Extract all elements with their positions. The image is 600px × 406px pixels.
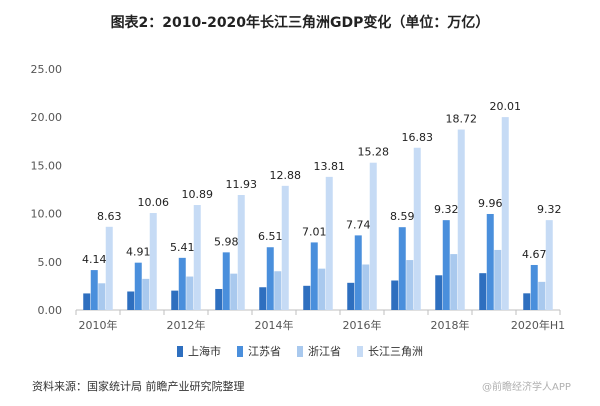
bar	[450, 254, 458, 310]
bar	[230, 273, 238, 310]
bar	[398, 227, 406, 310]
bar	[303, 285, 311, 310]
y-tick-label: 0.00	[38, 304, 63, 317]
bar	[105, 226, 113, 310]
bar	[362, 264, 370, 310]
legend-item: 浙江省	[297, 343, 341, 359]
bar	[369, 162, 377, 310]
legend-swatch	[297, 345, 303, 357]
legend-label: 浙江省	[308, 345, 341, 358]
x-tick-label: 2010年	[79, 318, 118, 332]
bar	[325, 176, 333, 310]
legend-swatch	[357, 345, 363, 357]
data-label: 4.91	[126, 246, 151, 259]
x-tick-label: 2014年	[255, 318, 294, 332]
data-label: 9.96	[478, 197, 503, 210]
bar	[90, 270, 98, 310]
y-tick-label: 20.00	[31, 111, 63, 124]
data-label: 7.74	[346, 218, 371, 231]
bar	[98, 283, 106, 310]
bar	[259, 287, 267, 310]
bar	[442, 220, 450, 310]
bar	[530, 264, 538, 310]
bar	[435, 275, 443, 310]
data-label: 18.72	[446, 113, 478, 126]
legend-item: 江苏省	[237, 343, 281, 359]
legend-label: 江苏省	[248, 345, 281, 358]
data-label: 4.67	[522, 248, 547, 261]
bar	[391, 280, 399, 310]
bar	[406, 260, 414, 310]
data-label: 20.01	[490, 100, 522, 113]
bar	[134, 262, 142, 310]
bar	[186, 276, 194, 310]
y-tick-label: 5.00	[38, 256, 63, 269]
legend-swatch	[177, 345, 183, 357]
bar	[545, 220, 553, 310]
data-label: 11.93	[226, 178, 258, 191]
data-label: 13.81	[314, 160, 346, 173]
data-label: 10.89	[182, 188, 214, 201]
data-label: 8.59	[390, 210, 415, 223]
data-label: 7.01	[302, 225, 327, 238]
bar	[127, 291, 135, 310]
source-note: 资料来源：国家统计局 前瞻产业研究院整理	[32, 380, 245, 393]
x-tick-label: 2012年	[167, 318, 206, 332]
legend-item: 上海市	[177, 343, 221, 359]
bar	[171, 290, 179, 310]
data-label: 4.14	[82, 253, 107, 266]
data-label: 9.32	[537, 203, 562, 216]
bar	[347, 282, 355, 310]
bar	[310, 242, 318, 310]
bar	[501, 117, 509, 310]
x-tick-label: 2020年H1	[511, 318, 565, 332]
legend-item: 长江三角洲	[357, 343, 423, 359]
bar	[281, 185, 289, 310]
bar	[274, 271, 282, 310]
data-label: 5.41	[170, 241, 195, 254]
data-label: 16.83	[402, 131, 434, 144]
data-label: 6.51	[258, 230, 283, 243]
legend: 上海市 江苏省 浙江省 长江三角洲	[0, 343, 600, 359]
bar	[83, 293, 91, 310]
y-tick-label: 10.00	[31, 208, 63, 221]
x-tick-label: 2018年	[431, 318, 470, 332]
bar	[538, 281, 546, 310]
bar	[479, 273, 487, 310]
legend-label: 长江三角洲	[368, 345, 423, 358]
data-label: 8.63	[97, 210, 122, 223]
bar	[523, 293, 531, 310]
bar	[413, 147, 421, 310]
bar	[266, 247, 274, 310]
bar	[237, 194, 245, 310]
bar	[142, 278, 150, 310]
data-label: 9.32	[434, 203, 459, 216]
bar	[354, 235, 362, 310]
bar	[178, 257, 186, 310]
y-tick-label: 15.00	[31, 159, 63, 172]
bar	[215, 288, 223, 310]
data-label: 10.06	[138, 196, 170, 209]
bar	[486, 213, 494, 310]
data-label: 12.88	[270, 169, 302, 182]
data-label: 15.28	[358, 146, 390, 159]
bar	[494, 249, 502, 310]
legend-swatch	[237, 345, 243, 357]
watermark-text: @前瞻经济学人APP	[482, 382, 571, 393]
data-label: 5.98	[214, 235, 239, 248]
y-tick-label: 25.00	[31, 63, 63, 76]
bar	[222, 252, 230, 310]
bar	[149, 213, 157, 310]
chart-title: 图表2：2010-2020年长江三角洲GDP变化（单位：万亿）	[110, 15, 490, 31]
x-tick-label: 2016年	[343, 318, 382, 332]
bar	[457, 129, 465, 310]
bar	[193, 205, 201, 310]
bar	[318, 268, 326, 310]
legend-label: 上海市	[188, 345, 221, 358]
